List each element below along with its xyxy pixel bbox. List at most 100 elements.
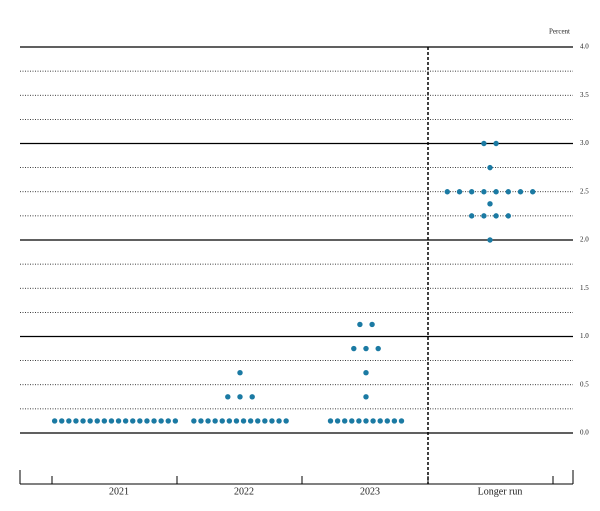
dot bbox=[172, 418, 179, 424]
dot bbox=[158, 418, 164, 424]
dot bbox=[375, 345, 381, 352]
y-tick-label: 3.0 bbox=[580, 139, 589, 147]
dot bbox=[357, 321, 363, 328]
y-tick-label: 1.0 bbox=[580, 332, 589, 340]
dot bbox=[255, 418, 261, 424]
dot bbox=[191, 418, 197, 424]
dot bbox=[517, 189, 524, 195]
dot-group bbox=[363, 394, 369, 400]
dot bbox=[469, 213, 475, 219]
dot bbox=[237, 369, 243, 376]
x-tick-label: 2023 bbox=[360, 486, 380, 497]
dot bbox=[342, 418, 348, 424]
dot bbox=[59, 418, 65, 424]
x-tick-label: Longer run bbox=[478, 486, 523, 497]
dot-group bbox=[237, 369, 243, 376]
dot bbox=[398, 418, 405, 424]
dot bbox=[94, 418, 100, 424]
dot bbox=[233, 418, 240, 424]
dot bbox=[262, 418, 268, 424]
dot-group bbox=[225, 394, 255, 400]
dot bbox=[363, 394, 369, 400]
dot bbox=[198, 418, 204, 424]
dot-group bbox=[351, 345, 381, 352]
dot bbox=[349, 418, 355, 424]
dot bbox=[469, 189, 475, 195]
dot bbox=[87, 418, 93, 424]
dot bbox=[505, 189, 511, 195]
dot bbox=[122, 418, 129, 424]
dot bbox=[219, 418, 225, 424]
dot bbox=[327, 418, 334, 424]
dot bbox=[269, 418, 275, 424]
dot bbox=[369, 321, 375, 328]
dot bbox=[108, 418, 115, 424]
dot bbox=[80, 418, 86, 424]
y-tick-label: 2.5 bbox=[580, 187, 589, 195]
dot bbox=[144, 418, 150, 424]
dot bbox=[481, 189, 487, 195]
dot bbox=[101, 418, 108, 424]
y-tick-label: 4.0 bbox=[580, 43, 589, 51]
dot bbox=[351, 345, 357, 352]
dot bbox=[137, 418, 143, 424]
dot bbox=[370, 418, 376, 424]
dot bbox=[530, 189, 536, 195]
y-axis-label: Percent bbox=[549, 28, 570, 36]
dot-group bbox=[487, 164, 493, 171]
dot bbox=[363, 345, 369, 352]
dot bbox=[481, 213, 487, 219]
dot-group bbox=[469, 213, 511, 219]
dot bbox=[481, 140, 487, 147]
dot bbox=[212, 418, 218, 424]
y-tick-label: 0.5 bbox=[580, 380, 589, 388]
dot bbox=[115, 418, 122, 424]
dot bbox=[356, 418, 362, 424]
dot bbox=[51, 418, 58, 424]
dot bbox=[165, 418, 171, 424]
y-tick-label: 1.5 bbox=[580, 284, 589, 292]
dot bbox=[487, 201, 493, 207]
dot bbox=[493, 189, 499, 195]
dot bbox=[249, 394, 255, 400]
dot bbox=[456, 189, 463, 195]
x-tick-label: 2022 bbox=[234, 486, 254, 497]
dot bbox=[240, 418, 247, 424]
dot bbox=[66, 418, 72, 424]
dot-group bbox=[487, 201, 493, 207]
dot bbox=[377, 418, 383, 424]
dot bbox=[363, 418, 369, 424]
dot bbox=[73, 418, 79, 424]
dot-group bbox=[327, 418, 405, 424]
dot-group bbox=[191, 418, 289, 424]
x-tick-label: 2021 bbox=[109, 486, 129, 497]
dot bbox=[384, 418, 390, 424]
dot bbox=[226, 418, 233, 424]
dot bbox=[505, 213, 511, 219]
dot bbox=[225, 394, 231, 400]
dot bbox=[151, 418, 157, 424]
dot bbox=[334, 418, 341, 424]
dot bbox=[130, 418, 136, 424]
dot bbox=[205, 418, 211, 424]
dot-group bbox=[481, 140, 499, 147]
dot bbox=[276, 418, 282, 424]
dot-group bbox=[357, 321, 375, 328]
y-tick-label: 3.5 bbox=[580, 91, 589, 99]
dot bbox=[247, 418, 254, 424]
dot bbox=[391, 418, 398, 424]
x-axis bbox=[19, 470, 574, 485]
dot bbox=[444, 189, 450, 195]
dot bbox=[493, 213, 499, 219]
dot-group bbox=[363, 369, 369, 376]
dot bbox=[487, 237, 493, 243]
dot bbox=[487, 164, 493, 171]
y-tick-label: 0.0 bbox=[580, 429, 589, 437]
dot bbox=[283, 418, 289, 424]
dot bbox=[237, 394, 243, 400]
dot bbox=[493, 140, 499, 147]
dot-group bbox=[444, 189, 536, 195]
y-tick-label: 2.0 bbox=[580, 236, 589, 244]
dot bbox=[363, 369, 369, 376]
